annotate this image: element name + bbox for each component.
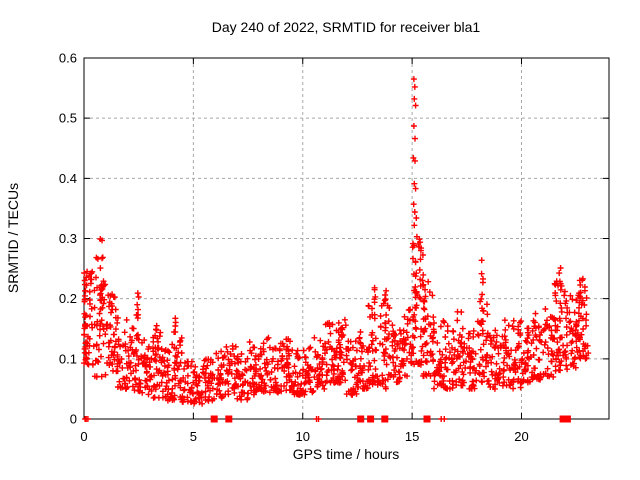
zero-line-square-marker	[210, 415, 218, 423]
zero-line-square-marker	[563, 415, 571, 423]
x-tick-label: 0	[80, 429, 87, 444]
gridlines	[84, 58, 609, 419]
chart-title: Day 240 of 2022, SRMTID for receiver bla…	[212, 19, 481, 35]
zero-line-square-marker	[367, 415, 375, 423]
y-tick-label: 0	[70, 412, 77, 427]
zero-line-square-marker	[381, 415, 389, 423]
x-tick-label: 20	[514, 429, 528, 444]
y-tick-label: 0.3	[59, 231, 77, 246]
y-tick-label: 0.4	[59, 171, 77, 186]
x-tick-labels: 0 5 10 15 20	[80, 429, 528, 444]
zero-line-square-marker	[423, 415, 431, 423]
y-axis-label: SRMTID / TECUs	[5, 183, 21, 293]
x-tick-label: 10	[296, 429, 310, 444]
y-tick-label: 0.5	[59, 111, 77, 126]
scatter-plus-markers	[81, 76, 592, 422]
x-axis-label: GPS time / hours	[293, 446, 400, 462]
y-tick-label: 0.6	[59, 51, 77, 66]
x-tick-label: 5	[190, 429, 197, 444]
y-tick-label: 0.1	[59, 351, 77, 366]
zero-line-square-marker	[357, 415, 365, 423]
data-points	[81, 76, 592, 423]
x-tick-label: 15	[405, 429, 419, 444]
zero-line-square-marker	[225, 415, 233, 423]
y-tick-label: 0.2	[59, 291, 77, 306]
y-tick-labels: 0 0.1 0.2 0.3 0.4 0.5 0.6	[59, 51, 77, 427]
